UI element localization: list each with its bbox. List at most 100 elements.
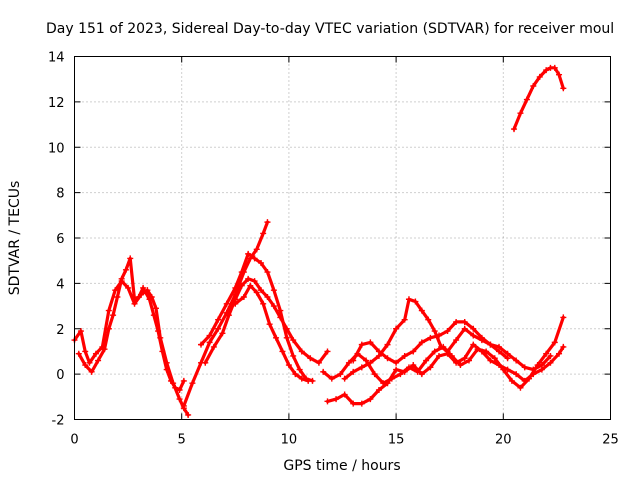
data-point <box>358 400 365 407</box>
data-point <box>75 350 82 357</box>
data-point <box>401 352 408 359</box>
data-point <box>127 255 134 262</box>
data-point <box>461 318 468 325</box>
series-line <box>343 297 553 381</box>
data-point <box>517 384 524 391</box>
data-point <box>82 348 89 355</box>
y-tick-label: 0 <box>56 368 64 383</box>
data-point <box>435 332 442 339</box>
data-point <box>140 284 147 291</box>
data-point <box>513 371 520 378</box>
data-point <box>270 287 277 294</box>
data-point <box>245 250 252 257</box>
data-point <box>122 266 129 273</box>
x-tick-label: 10 <box>281 433 298 448</box>
data-point <box>305 377 312 384</box>
data-point <box>210 343 217 350</box>
data-point <box>405 296 412 303</box>
data-point <box>410 362 417 369</box>
data-point <box>232 300 239 307</box>
data-point <box>206 332 213 339</box>
data-point <box>504 366 511 373</box>
data-point <box>401 368 408 375</box>
data-point <box>118 275 125 282</box>
data-point <box>523 96 530 103</box>
data-point <box>163 366 170 373</box>
data-series <box>71 64 567 418</box>
data-point <box>367 396 374 403</box>
data-point <box>189 380 196 387</box>
data-point <box>260 300 267 307</box>
data-point <box>491 355 498 362</box>
data-point <box>556 350 563 357</box>
series-line <box>182 220 270 408</box>
data-point <box>350 357 357 364</box>
data-point <box>202 359 209 366</box>
data-point <box>95 357 102 364</box>
series-track-1 <box>71 278 192 418</box>
data-point <box>393 359 400 366</box>
data-point <box>159 348 166 355</box>
data-point <box>435 352 442 359</box>
data-point <box>341 375 348 382</box>
data-point <box>393 366 400 373</box>
series-track-2 <box>75 255 187 394</box>
data-point <box>384 355 391 362</box>
data-point <box>135 293 142 300</box>
series-track-3 <box>180 219 271 409</box>
data-point <box>412 298 419 305</box>
data-point <box>264 269 271 276</box>
data-point <box>146 296 153 303</box>
data-point <box>270 303 277 310</box>
series-track-4 <box>202 275 331 366</box>
data-point <box>206 339 213 346</box>
y-tick-label: -2 <box>52 414 65 429</box>
data-point <box>551 339 558 346</box>
data-point <box>543 350 550 357</box>
data-point <box>112 287 119 294</box>
series-line <box>512 66 565 131</box>
data-point <box>290 352 297 359</box>
data-point <box>258 287 265 294</box>
data-point <box>258 259 265 266</box>
data-point <box>77 328 84 335</box>
data-point <box>264 219 271 226</box>
data-point <box>247 282 254 289</box>
data-point <box>461 355 468 362</box>
data-point <box>478 334 485 341</box>
data-point <box>487 341 494 348</box>
data-point <box>508 377 515 384</box>
data-point <box>341 391 348 398</box>
series-track-5 <box>197 250 316 384</box>
data-point <box>298 375 305 382</box>
data-point <box>358 364 365 371</box>
data-point <box>172 384 179 391</box>
data-point <box>418 307 425 314</box>
data-point <box>253 289 260 296</box>
y-tick-label: 12 <box>48 96 65 111</box>
data-point <box>384 341 391 348</box>
data-point <box>410 348 417 355</box>
data-point <box>105 307 112 314</box>
data-point <box>101 346 108 353</box>
data-point <box>215 316 222 323</box>
data-point <box>470 332 477 339</box>
data-point <box>251 255 258 262</box>
data-point <box>423 357 430 364</box>
data-point <box>543 67 550 74</box>
data-point <box>180 377 187 384</box>
series-track-9 <box>341 296 554 382</box>
data-point <box>465 357 472 364</box>
data-point <box>307 355 314 362</box>
data-point <box>264 293 271 300</box>
data-point <box>511 126 518 133</box>
data-point <box>496 348 503 355</box>
y-tick-label: 8 <box>56 187 64 202</box>
data-point <box>560 314 567 321</box>
data-point <box>431 348 438 355</box>
data-point <box>367 359 374 366</box>
data-point <box>279 348 286 355</box>
x-tick-label: 5 <box>178 433 186 448</box>
data-point <box>240 293 247 300</box>
data-point <box>427 364 434 371</box>
